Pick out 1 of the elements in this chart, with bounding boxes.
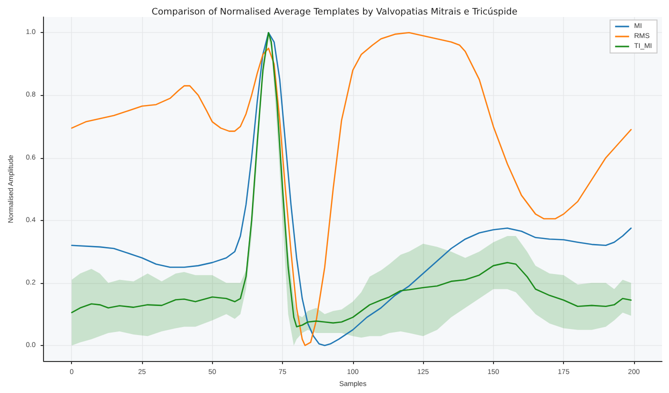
chart-title: Comparison of Normalised Average Templates by Valvopatias Mitrais e Tricúspide [152,6,518,18]
